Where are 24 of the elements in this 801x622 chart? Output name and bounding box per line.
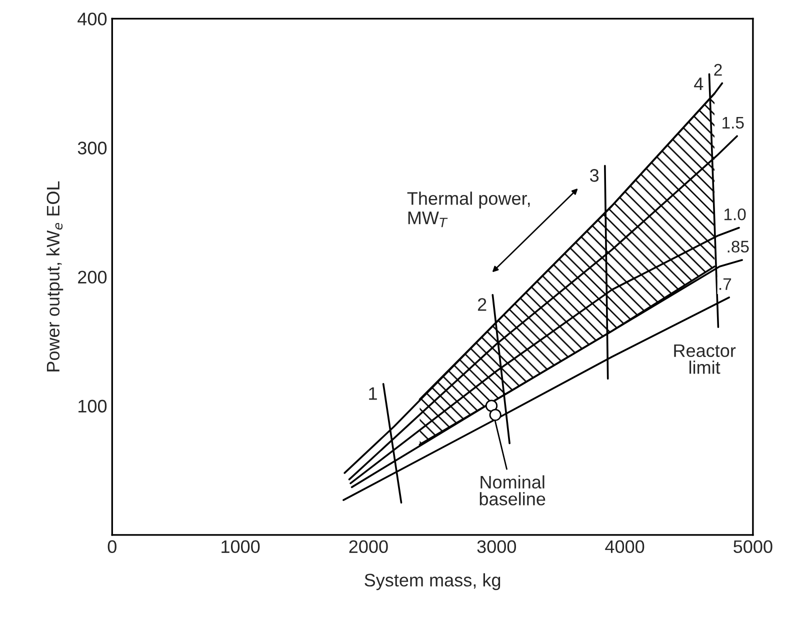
y-axis-title: Power output, kW$_{e}$ EOL — [46, 181, 64, 372]
annotation: Reactor limit — [674, 344, 736, 374]
series-label: .7 — [720, 278, 732, 290]
series-label: 1.0 — [724, 208, 746, 220]
y-tick-label: 400 — [78, 12, 107, 26]
series-label: 2 — [478, 298, 486, 311]
x-tick-label: 1000 — [222, 540, 260, 554]
y-tick-label: 300 — [78, 142, 107, 154]
x-tick-label: 0 — [108, 540, 116, 554]
series-label: 4 — [694, 78, 704, 90]
annotation: Nominal baseline — [480, 475, 546, 506]
series-label: 1 — [369, 387, 377, 400]
x-tick-label: 4000 — [605, 540, 644, 554]
x-axis-title: System mass, kg — [364, 573, 500, 590]
x-tick-label: 5000 — [734, 540, 772, 554]
series-label: 1.5 — [722, 117, 744, 129]
series-label: 2 — [714, 64, 722, 76]
y-tick-label: 200 — [78, 270, 107, 284]
y-tick-label: 100 — [78, 400, 107, 413]
series-label: .85 — [728, 240, 749, 253]
series-label: 3 — [590, 169, 599, 182]
x-tick-label: 3000 — [477, 540, 516, 554]
annotation: Thermal power, MW$_{T}$ — [407, 192, 530, 228]
x-tick-label: 2000 — [349, 540, 388, 554]
